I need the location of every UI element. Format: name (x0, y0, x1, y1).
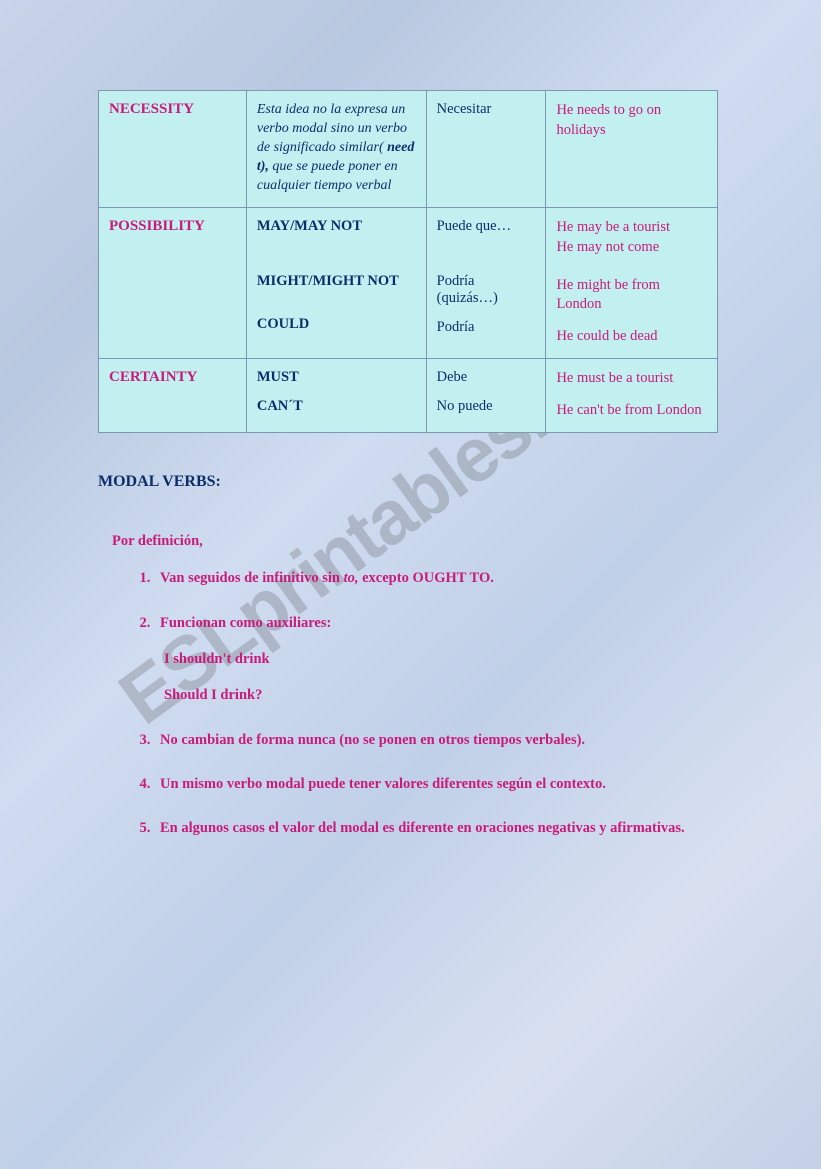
example-text: He may be a tourist He may not come (556, 218, 707, 257)
spanish-translation: Podría (quizás…) (437, 273, 536, 307)
definition-intro: Por definición, (112, 533, 723, 550)
list-text: Funcionan como auxiliares: (160, 615, 331, 631)
table-row: NECESSITY Esta idea no la expresa un ver… (99, 91, 718, 208)
list-text: excepto OUGHT TO. (359, 570, 494, 586)
example-text: He needs to go on holidays (556, 101, 707, 140)
spanish-translation: Necesitar (437, 101, 536, 118)
example-text: He might be from London (556, 276, 707, 315)
spanish-translation: Puede que… (437, 218, 536, 235)
modal-verb: MUST (257, 369, 416, 386)
category-label: NECESSITY (109, 101, 236, 118)
modal-verb: MIGHT/MIGHT NOT (257, 273, 416, 290)
list-text: Van seguidos de infinitivo sin (160, 570, 344, 586)
table-row: POSSIBILITY MAY/MAY NOT MIGHT/MIGHT NOT … (99, 208, 718, 359)
example-block: I shouldn't drink Should I drink? (164, 649, 723, 706)
category-label: CERTAINTY (109, 369, 236, 386)
example-line: Should I drink? (164, 685, 723, 705)
list-item: Un mismo verbo modal puede tener valores… (154, 774, 723, 794)
list-item: No cambian de forma nunca (no se ponen e… (154, 730, 723, 750)
list-item: Funcionan como auxiliares: I shouldn't d… (154, 613, 723, 706)
example-text: He must be a tourist (556, 369, 707, 389)
list-item: Van seguidos de infinitivo sin to, excep… (154, 568, 723, 588)
example-text: He could be dead (556, 327, 707, 347)
modal-verb: CAN´T (257, 398, 416, 415)
example-text: He can't be from London (556, 401, 707, 421)
example-line: I shouldn't drink (164, 649, 723, 669)
list-text-italic: to, (344, 570, 359, 586)
modal-verb: MAY/MAY NOT (257, 218, 416, 235)
section-title: MODAL VERBS: (98, 473, 723, 491)
definition-list: Van seguidos de infinitivo sin to, excep… (98, 568, 723, 838)
spanish-translation: No puede (437, 398, 536, 415)
page-content: NECESSITY Esta idea no la expresa un ver… (0, 0, 821, 902)
modal-verbs-table: NECESSITY Esta idea no la expresa un ver… (98, 90, 718, 433)
modal-verb: COULD (257, 316, 416, 333)
spanish-translation: Debe (437, 369, 536, 386)
table-row: CERTAINTY MUST CAN´T Debe No puede He mu… (99, 359, 718, 433)
spanish-translation: Podría (437, 319, 536, 336)
category-label: POSSIBILITY (109, 218, 236, 235)
modal-description: Esta idea no la expresa un verbo modal s… (257, 101, 416, 195)
list-item: En algunos casos el valor del modal es d… (154, 818, 723, 838)
